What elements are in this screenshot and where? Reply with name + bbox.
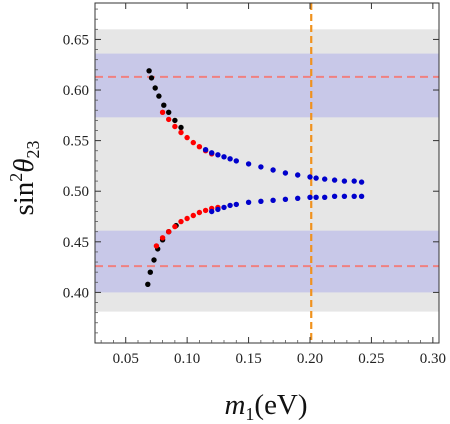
- data-point-s2-b1-7: [270, 197, 276, 203]
- data-point-s1-b0-4: [184, 134, 190, 141]
- data-point-s1-b0-2: [172, 123, 178, 130]
- data-point-s2-b1-3: [227, 202, 233, 209]
- x-tick-label: 0.20: [297, 351, 323, 367]
- data-point-s0-b0-4: [161, 102, 167, 108]
- data-point-s2-b1-1: [215, 206, 221, 213]
- x-axis-label-main: m: [224, 389, 245, 421]
- data-point-s0-b0-7: [178, 124, 184, 131]
- y-tick-label: 0.55: [63, 134, 89, 150]
- data-point-s2-b3-5: [358, 193, 365, 199]
- data-point-s2-b1-10: [307, 194, 313, 200]
- x-tick-label: 0.10: [174, 351, 200, 367]
- x-axis-label-sub: 1: [245, 404, 254, 424]
- data-point-s1-b0-1: [166, 116, 172, 123]
- data-point-s0-b0-3: [156, 93, 162, 99]
- y-axis-label-theta: θ: [8, 158, 40, 172]
- data-point-s1-b1-7: [196, 209, 203, 216]
- y-tick-label: 0.50: [63, 184, 89, 200]
- x-tick-label: 0.05: [113, 351, 139, 367]
- data-point-s1-b1-2: [166, 229, 172, 235]
- data-point-s1-b1-1: [159, 235, 166, 241]
- data-point-s0-b0-0: [146, 68, 152, 74]
- data-point-s2-b0-0: [202, 147, 209, 153]
- data-point-s2-b3-1: [322, 194, 328, 200]
- data-points: [145, 68, 365, 287]
- data-point-s1-b1-6: [190, 212, 196, 219]
- data-point-s0-b0-5: [166, 109, 172, 116]
- data-point-s1-b0-5: [190, 139, 196, 146]
- data-point-s1-b0-3: [178, 129, 184, 136]
- data-point-s2-b0-7: [258, 164, 264, 170]
- data-point-s2-b2-1: [322, 176, 328, 182]
- data-point-s2-b1-2: [221, 204, 227, 211]
- data-point-s2-b2-2: [331, 177, 338, 183]
- data-point-s2-b1-5: [245, 199, 252, 205]
- data-point-s2-b0-1: [209, 150, 215, 156]
- data-point-s2-b1-6: [258, 198, 264, 204]
- data-point-s2-b1-9: [295, 195, 301, 201]
- data-point-s2-b3-4: [351, 193, 357, 199]
- data-point-s2-b1-0: [209, 208, 215, 215]
- band-1sigma-upper: [95, 53, 439, 118]
- data-point-s0-b0-2: [152, 85, 158, 91]
- data-point-s2-b2-0: [313, 175, 319, 181]
- data-point-s2-b0-4: [227, 156, 233, 162]
- x-axis-label: m1(eV): [224, 389, 307, 424]
- data-point-s2-b2-4: [351, 178, 357, 184]
- data-point-s2-b3-2: [331, 193, 338, 199]
- data-point-s1-b1-4: [178, 218, 184, 225]
- data-point-s1-b1-8: [202, 207, 209, 214]
- data-point-s1-b0-6: [196, 144, 203, 150]
- data-point-s1-b0-0: [159, 109, 166, 116]
- data-point-s0-b1-0: [145, 281, 151, 287]
- data-point-s1-b1-5: [184, 215, 190, 222]
- y-axis-ticks: 0.40 0.45 0.50 0.55 0.60 0.65: [63, 8, 439, 334]
- y-axis-label: sin2θ23: [6, 140, 43, 215]
- data-point-s2-b0-9: [282, 170, 289, 176]
- data-point-s2-b1-4: [233, 201, 239, 208]
- plot-frame: [94, 2, 440, 344]
- y-axis-label-main: sin: [8, 181, 40, 215]
- x-tick-label: 0.15: [235, 351, 261, 367]
- y-tick-label: 0.60: [63, 83, 89, 99]
- data-point-s2-b2-3: [341, 178, 348, 184]
- x-axis-ticks: 0.05 0.10 0.15 0.20 0.25 0.30: [100, 3, 446, 367]
- y-tick-label: 0.45: [63, 235, 89, 251]
- data-point-s2-b0-8: [270, 167, 276, 173]
- data-point-s2-b2-5: [358, 179, 365, 185]
- y-tick-label: 0.65: [63, 32, 89, 48]
- data-point-s2-b0-10: [295, 172, 301, 178]
- data-point-s1-b1-3: [172, 223, 178, 230]
- x-tick-label: 0.25: [358, 351, 384, 367]
- x-axis-label-unit: (eV): [254, 389, 307, 421]
- data-point-s2-b3-3: [341, 193, 348, 199]
- data-point-s0-b1-2: [151, 257, 157, 263]
- data-point-s2-b0-3: [221, 154, 227, 160]
- data-point-s1-b1-0: [153, 243, 160, 249]
- data-point-s2-b0-5: [233, 158, 239, 164]
- data-point-s0-b0-6: [172, 117, 178, 124]
- data-point-s0-b0-1: [148, 75, 155, 81]
- data-point-s2-b3-0: [313, 194, 319, 200]
- y-tick-label: 0.40: [63, 285, 89, 301]
- data-point-s2-b0-2: [215, 152, 221, 158]
- y-axis-label-sub: 23: [23, 140, 43, 158]
- y-axis-label-sup: 2: [6, 173, 26, 182]
- data-point-s2-b0-6: [245, 161, 252, 167]
- data-point-s2-b1-8: [282, 196, 289, 202]
- data-point-s2-b0-11: [307, 174, 313, 180]
- data-point-s0-b1-1: [147, 269, 153, 275]
- x-tick-label: 0.30: [420, 351, 446, 367]
